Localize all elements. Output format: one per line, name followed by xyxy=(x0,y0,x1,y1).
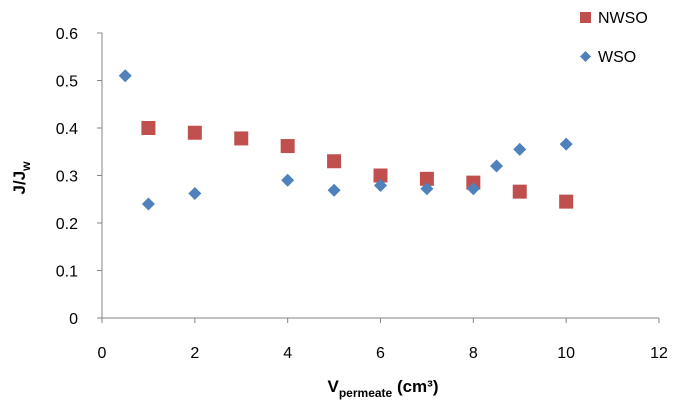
y-tick-label: 0.3 xyxy=(56,169,78,186)
legend-item-wso: WSO xyxy=(580,49,636,66)
point-nwso xyxy=(234,131,249,146)
x-tick-label: 4 xyxy=(283,345,292,362)
point-wso xyxy=(327,183,341,197)
x-axis-title-main: V xyxy=(328,377,340,396)
legend-label-wso: WSO xyxy=(598,49,636,66)
point-nwso xyxy=(280,139,295,154)
y-tick-label: 0 xyxy=(69,311,78,328)
point-nwso xyxy=(187,125,202,140)
legend-label-nwso: NWSO xyxy=(598,10,648,27)
y-axis-ticks: 0 0.1 0.2 0.3 0.4 0.5 0.6 xyxy=(56,26,102,328)
data-points xyxy=(118,69,574,211)
y-axis-title-main: J/J xyxy=(10,171,29,195)
point-nwso xyxy=(327,154,342,169)
point-wso xyxy=(141,197,155,211)
point-wso xyxy=(559,137,573,151)
point-nwso xyxy=(559,194,574,209)
y-tick-label: 0.6 xyxy=(56,26,78,43)
legend-item-nwso: NWSO xyxy=(580,10,648,27)
y-axis-title: J/Jw xyxy=(10,161,33,195)
point-nwso xyxy=(512,184,527,199)
point-wso xyxy=(420,182,434,196)
legend: NWSO WSO xyxy=(580,10,648,66)
x-tick-label: 12 xyxy=(650,345,668,362)
x-tick-label: 10 xyxy=(557,345,575,362)
point-wso xyxy=(374,178,387,192)
y-axis-title-sub: w xyxy=(19,161,33,172)
y-tick-label: 0.1 xyxy=(56,264,78,281)
point-wso xyxy=(118,69,132,83)
x-axis-title-unit: (cm³) xyxy=(392,377,438,396)
x-axis-title-sub: permeate xyxy=(339,386,393,400)
point-wso xyxy=(466,182,480,196)
x-axis-title: Vpermeate (cm³) xyxy=(328,377,439,400)
point-nwso xyxy=(419,171,434,186)
x-tick-label: 2 xyxy=(190,345,199,362)
x-tick-label: 8 xyxy=(469,345,478,362)
y-tick-label: 0.2 xyxy=(56,216,78,233)
point-nwso xyxy=(373,168,388,183)
x-tick-label: 6 xyxy=(376,345,385,362)
x-axis-ticks: 0 2 4 6 8 10 12 xyxy=(98,318,668,362)
point-wso xyxy=(281,173,295,187)
point-wso xyxy=(490,159,504,173)
y-tick-label: 0.5 xyxy=(56,74,78,91)
y-tick-label: 0.4 xyxy=(56,121,78,138)
point-wso xyxy=(513,142,527,156)
legend-marker-square xyxy=(580,12,591,23)
point-nwso xyxy=(141,121,156,135)
x-tick-label: 0 xyxy=(98,345,107,362)
point-wso xyxy=(188,187,202,201)
legend-marker-diamond xyxy=(580,51,591,62)
